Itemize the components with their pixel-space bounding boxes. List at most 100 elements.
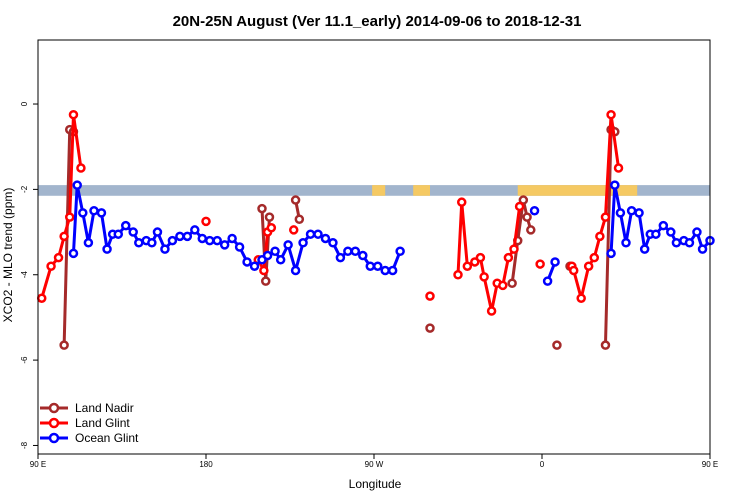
- ocean-glint-point: [634, 208, 644, 218]
- land-nadir-point: [552, 340, 562, 350]
- ocean-glint-point: [350, 246, 361, 257]
- legend-marker-ocean-glint: [48, 432, 60, 444]
- land-glint-point: [266, 223, 277, 233]
- y-tick-label: -8: [20, 441, 29, 449]
- ocean-glint-point: [626, 205, 637, 216]
- ocean-glint-point: [234, 242, 245, 252]
- ocean-glint-point: [529, 205, 540, 216]
- ocean-glint-point: [270, 246, 280, 257]
- land-glint-point: [462, 261, 473, 271]
- land-glint-point: [606, 109, 616, 120]
- ocean-glint-point: [666, 227, 676, 237]
- land-glint-point: [509, 244, 519, 254]
- ocean-glint-point: [305, 229, 316, 239]
- land-glint-point: [576, 293, 586, 303]
- land-glint-point: [453, 269, 463, 280]
- land-band-segment: [372, 185, 386, 196]
- ocean-glint-point: [128, 227, 138, 237]
- ocean-glint-point: [313, 229, 323, 239]
- land-nadir-point: [425, 323, 435, 333]
- ocean-glint-point: [335, 252, 346, 263]
- ocean-glint-point: [610, 180, 620, 190]
- ocean-glint-point: [134, 237, 144, 248]
- ocean-glint-point: [102, 244, 112, 254]
- land-glint-point: [64, 212, 75, 222]
- ocean-glint-point: [542, 276, 553, 286]
- legend-marker-land-nadir: [48, 402, 60, 414]
- ocean-glint-point: [298, 237, 308, 248]
- land-glint-point: [456, 197, 467, 207]
- ocean-glint-point: [68, 248, 79, 259]
- land-glint-point: [201, 216, 211, 227]
- legend-label-land-glint: Land Glint: [75, 416, 130, 430]
- ocean-glint-point: [372, 261, 383, 271]
- land-glint-point: [514, 201, 525, 212]
- land-glint-point: [479, 272, 489, 282]
- ocean-glint-point: [83, 237, 94, 248]
- ocean-glint-point: [96, 208, 107, 218]
- ocean-glint-point: [78, 208, 88, 218]
- land-glint-point: [475, 252, 486, 263]
- land-glint-point: [568, 265, 579, 276]
- ocean-glint-point: [120, 220, 131, 231]
- land-nadir-point: [59, 340, 69, 350]
- land-nadir-point: [294, 214, 305, 225]
- ocean-glint-point: [621, 237, 631, 248]
- ocean-glint-point: [283, 240, 293, 250]
- ocean-glint-point: [113, 229, 124, 239]
- land-glint-point: [76, 163, 86, 173]
- ocean-glint-point: [692, 227, 702, 237]
- land-nadir-point: [260, 276, 271, 286]
- ocean-glint-point: [242, 257, 252, 267]
- legend-label-land-nadir: Land Nadir: [75, 401, 134, 415]
- ocean-glint-point: [658, 220, 669, 231]
- land-glint-point: [583, 261, 594, 271]
- land-glint-point: [589, 252, 600, 263]
- ocean-glint-point: [175, 231, 185, 242]
- plot-area: [36, 109, 715, 350]
- x-tick-label: 90 E: [702, 460, 718, 469]
- land-glint-point: [36, 293, 47, 303]
- ocean-glint-point: [227, 233, 237, 244]
- ocean-glint-point: [615, 208, 626, 218]
- land-nadir-point: [526, 225, 536, 235]
- y-tick-label: -6: [20, 356, 29, 364]
- land-glint-point: [59, 231, 69, 242]
- land-glint-point: [53, 252, 64, 263]
- x-tick-label: 180: [199, 460, 213, 469]
- ocean-glint-point: [550, 257, 560, 267]
- series-land-glint: [36, 109, 624, 316]
- ocean-glint-point: [358, 250, 368, 261]
- ocean-glint-point: [343, 246, 353, 257]
- ocean-glint-point: [160, 244, 170, 254]
- x-tick-label: 0: [540, 460, 545, 469]
- ocean-glint-point: [262, 250, 273, 261]
- ocean-glint-point: [275, 255, 286, 265]
- series-ocean-glint: [68, 180, 715, 286]
- land-glint-point: [68, 109, 79, 120]
- ocean-glint-point: [147, 237, 157, 248]
- x-tick-label: 90 E: [30, 460, 46, 469]
- ocean-glint-point: [72, 180, 82, 190]
- ocean-glint-point: [395, 246, 405, 257]
- ocean-glint-point: [651, 229, 661, 239]
- x-tick-label: 90 W: [365, 460, 384, 469]
- land-glint-point: [46, 261, 56, 271]
- ocean-glint-point: [606, 248, 616, 259]
- land-glint-point: [486, 306, 497, 316]
- land-glint-point: [425, 291, 435, 301]
- land-glint-point: [498, 280, 508, 291]
- ocean-glint-point: [365, 261, 376, 271]
- y-tick-label: -4: [20, 271, 29, 279]
- ocean-glint-point: [684, 237, 695, 248]
- land-band-segment: [517, 185, 638, 196]
- legend-label-ocean-glint: Ocean Glint: [75, 431, 139, 445]
- land-glint-point: [600, 212, 611, 222]
- ocean-glint-point: [290, 265, 301, 276]
- land-glint-point: [288, 225, 299, 235]
- y-tick-label: 0: [20, 101, 29, 106]
- ocean-glint-point: [387, 265, 398, 276]
- y-axis-label: XCO2 - MLO trend (ppm): [1, 188, 15, 323]
- ocean-glint-point: [320, 233, 331, 244]
